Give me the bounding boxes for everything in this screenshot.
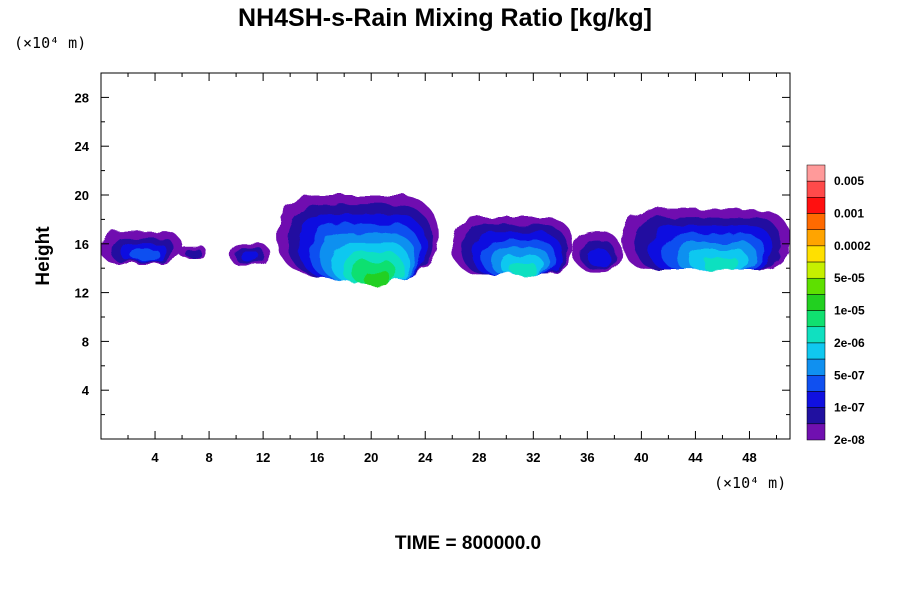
colorbar-swatch <box>806 375 826 392</box>
cloud-region <box>621 209 790 271</box>
colorbar-label: 1e-07 <box>834 401 865 415</box>
colorbar-swatch <box>806 358 826 376</box>
colorbar-swatch <box>806 213 826 230</box>
x-tick-label: 8 <box>205 450 212 465</box>
contour-level <box>588 248 610 267</box>
cloud-region <box>229 243 270 265</box>
contour-field <box>101 195 790 286</box>
colorbar-label: 2e-08 <box>834 433 865 447</box>
colorbar-swatch <box>806 423 826 441</box>
colorbar-swatch <box>806 197 826 214</box>
colorbar-swatch <box>806 391 826 408</box>
chart-title: NH4SH-s-Rain Mixing Ratio [kg/kg] <box>238 4 652 32</box>
cloud-region <box>179 246 207 258</box>
colorbar-swatch <box>806 229 826 247</box>
colorbar-swatch <box>806 407 826 425</box>
y-tick-label: 12 <box>75 286 89 301</box>
colorbar-swatch <box>806 342 826 360</box>
colorbar-swatch <box>806 261 826 279</box>
colorbar-swatch <box>806 294 826 311</box>
colorbar-label: 0.001 <box>834 207 864 221</box>
colorbar-label: 2e-06 <box>834 336 865 350</box>
x-unit-label: (×10⁴ m) <box>714 474 786 492</box>
x-tick-label: 20 <box>364 450 378 465</box>
y-tick-label: 16 <box>75 237 89 252</box>
x-tick-label: 36 <box>580 450 594 465</box>
y-unit-label: (×10⁴ m) <box>14 34 86 52</box>
x-tick-label: 4 <box>151 450 159 465</box>
x-tick-label: 48 <box>742 450 756 465</box>
colorbar-swatch <box>806 164 826 182</box>
x-tick-label: 40 <box>634 450 648 465</box>
x-tick-label: 32 <box>526 450 540 465</box>
x-tick-label: 44 <box>688 450 703 465</box>
x-tick-label: 16 <box>310 450 324 465</box>
colorbar-label: 5e-05 <box>834 271 865 285</box>
y-tick-label: 20 <box>75 188 89 203</box>
colorbar-swatch <box>806 245 826 263</box>
contour-level <box>511 262 537 276</box>
colorbar-swatch <box>806 180 826 198</box>
colorbar-label: 0.0002 <box>834 239 871 253</box>
x-tick-label: 24 <box>418 450 433 465</box>
contour-level <box>241 252 260 262</box>
plot-frame <box>100 72 791 440</box>
contour-level <box>131 248 160 261</box>
y-tick-label: 24 <box>75 139 90 154</box>
colorbar-label: 1e-05 <box>834 304 865 318</box>
colorbar: 0.005 0.001 0.0002 5e-05 1e-05 2e-06 5e-07 1e-0… <box>806 164 871 447</box>
y-tick-label: 8 <box>82 334 89 349</box>
cloud-region <box>101 231 183 265</box>
colorbar-label: 0.005 <box>834 174 864 188</box>
contour-level <box>363 271 391 286</box>
contour-level <box>702 257 739 271</box>
cloud-region <box>276 195 439 286</box>
colorbar-label: 5e-07 <box>834 368 865 382</box>
y-tick-label: 28 <box>75 90 89 105</box>
y-tick-label: 4 <box>82 383 90 398</box>
colorbar-swatch <box>806 310 826 328</box>
colorbar-swatch <box>806 326 826 344</box>
cloud-region <box>452 216 574 276</box>
x-tick-label: 12 <box>256 450 270 465</box>
cloud-region <box>573 231 622 273</box>
contour-level <box>184 249 202 257</box>
y-axis-label: Height <box>33 226 54 286</box>
x-tick-label: 28 <box>472 450 486 465</box>
colorbar-swatch <box>806 277 826 295</box>
time-label: TIME = 800000.0 <box>395 533 541 554</box>
